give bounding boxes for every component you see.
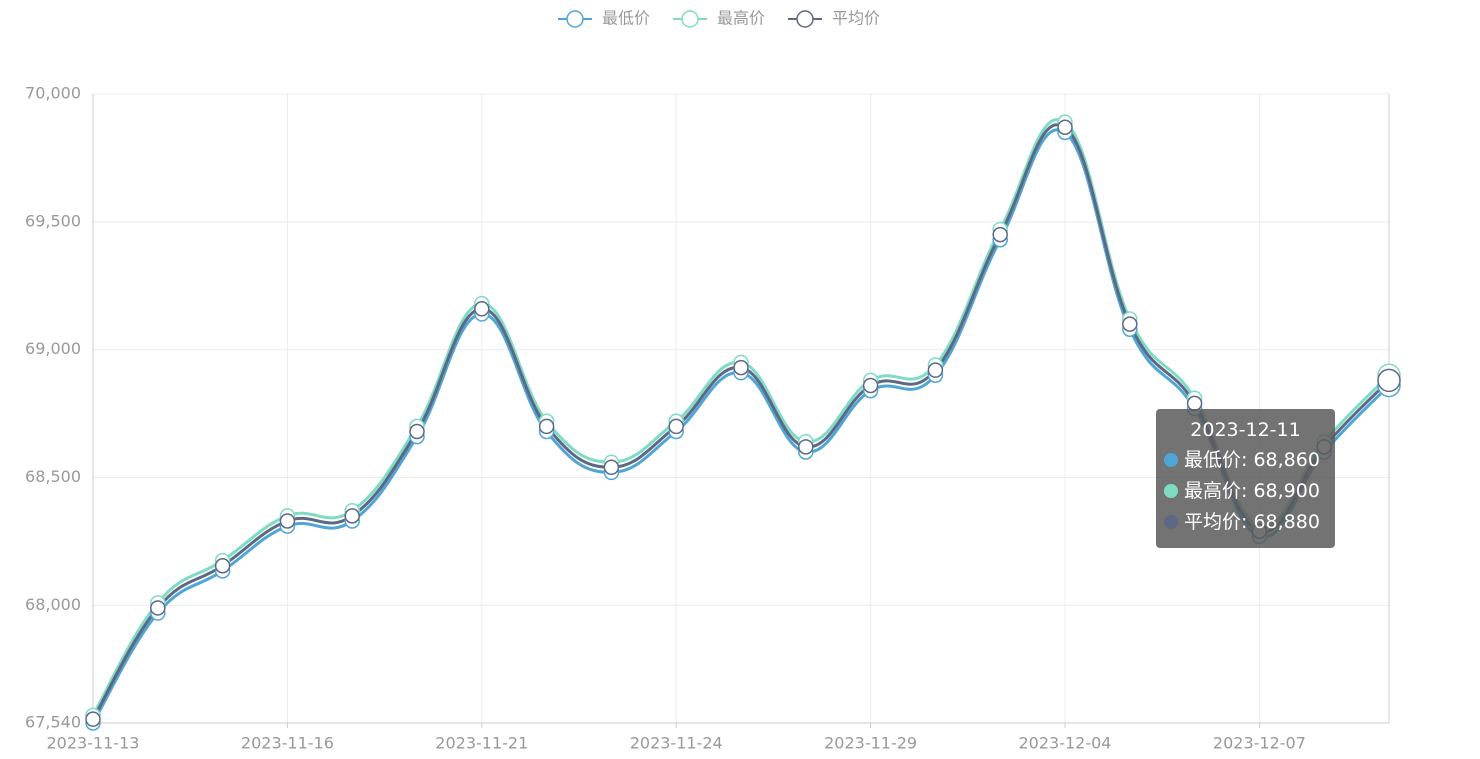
y-tick-label: 67,540 xyxy=(25,713,81,732)
tooltip-text: 最高价: 68,900 xyxy=(1184,480,1320,502)
y-tick-label: 68,500 xyxy=(25,467,81,486)
legend-item[interactable]: 平均价 xyxy=(788,9,880,28)
data-point xyxy=(344,508,360,524)
data-point xyxy=(992,226,1008,243)
data-point xyxy=(1057,119,1073,135)
tooltip-text: 最低价: 68,860 xyxy=(1184,449,1320,471)
legend-marker xyxy=(796,10,814,28)
series-line xyxy=(91,118,1391,717)
x-tick-label: 2023-12-04 xyxy=(1019,734,1112,753)
x-tick-label: 2023-11-13 xyxy=(47,734,140,753)
tooltip-title: 2023-12-11 xyxy=(1190,419,1301,441)
data-point xyxy=(279,513,296,529)
data-point xyxy=(1122,316,1138,332)
x-tick-label: 2023-11-24 xyxy=(630,734,723,753)
legend-label: 最高价 xyxy=(717,9,765,28)
y-tick-label: 68,000 xyxy=(25,595,81,614)
y-tick-label: 70,000 xyxy=(25,84,81,103)
y-tick-label: 69,000 xyxy=(25,339,81,358)
x-tick-label: 2023-11-16 xyxy=(241,734,334,753)
data-point xyxy=(798,439,814,455)
tooltip-dot xyxy=(1164,484,1178,498)
data-point xyxy=(668,418,684,435)
data-point xyxy=(150,600,166,616)
x-tick-label: 2023-12-07 xyxy=(1213,734,1306,753)
legend-label: 最低价 xyxy=(602,9,650,28)
legend-item[interactable]: 最低价 xyxy=(558,9,650,28)
data-point xyxy=(1377,368,1401,393)
data-point xyxy=(214,558,231,574)
legend-marker xyxy=(681,10,699,28)
x-tick-label: 2023-11-29 xyxy=(824,734,917,753)
tooltip-text: 平均价: 68,880 xyxy=(1184,511,1320,533)
data-point xyxy=(409,423,425,440)
tooltip-dot xyxy=(1164,515,1178,529)
data-point xyxy=(85,711,101,727)
tooltip-row: 最低价: 68,860 xyxy=(1164,445,1327,476)
legend-label: 平均价 xyxy=(832,9,880,28)
data-point xyxy=(733,359,749,376)
data-point xyxy=(538,418,555,435)
series-line xyxy=(91,128,1391,724)
data-point xyxy=(927,362,944,378)
data-point xyxy=(603,459,620,476)
data-point xyxy=(474,301,490,317)
tooltip-row: 最高价: 68,900 xyxy=(1164,476,1327,507)
data-point xyxy=(862,377,879,394)
series-line xyxy=(91,123,1391,720)
tooltip: 2023-12-11 最低价: 68,860 最高价: 68,900 平均价: 68… xyxy=(1156,409,1335,548)
legend-marker xyxy=(566,10,584,28)
tooltip-dot xyxy=(1164,453,1178,467)
y-tick-label: 69,500 xyxy=(25,211,81,230)
tooltip-row: 平均价: 68,880 xyxy=(1164,507,1327,538)
x-tick-label: 2023-11-21 xyxy=(435,734,528,753)
legend-item[interactable]: 最高价 xyxy=(673,9,765,28)
